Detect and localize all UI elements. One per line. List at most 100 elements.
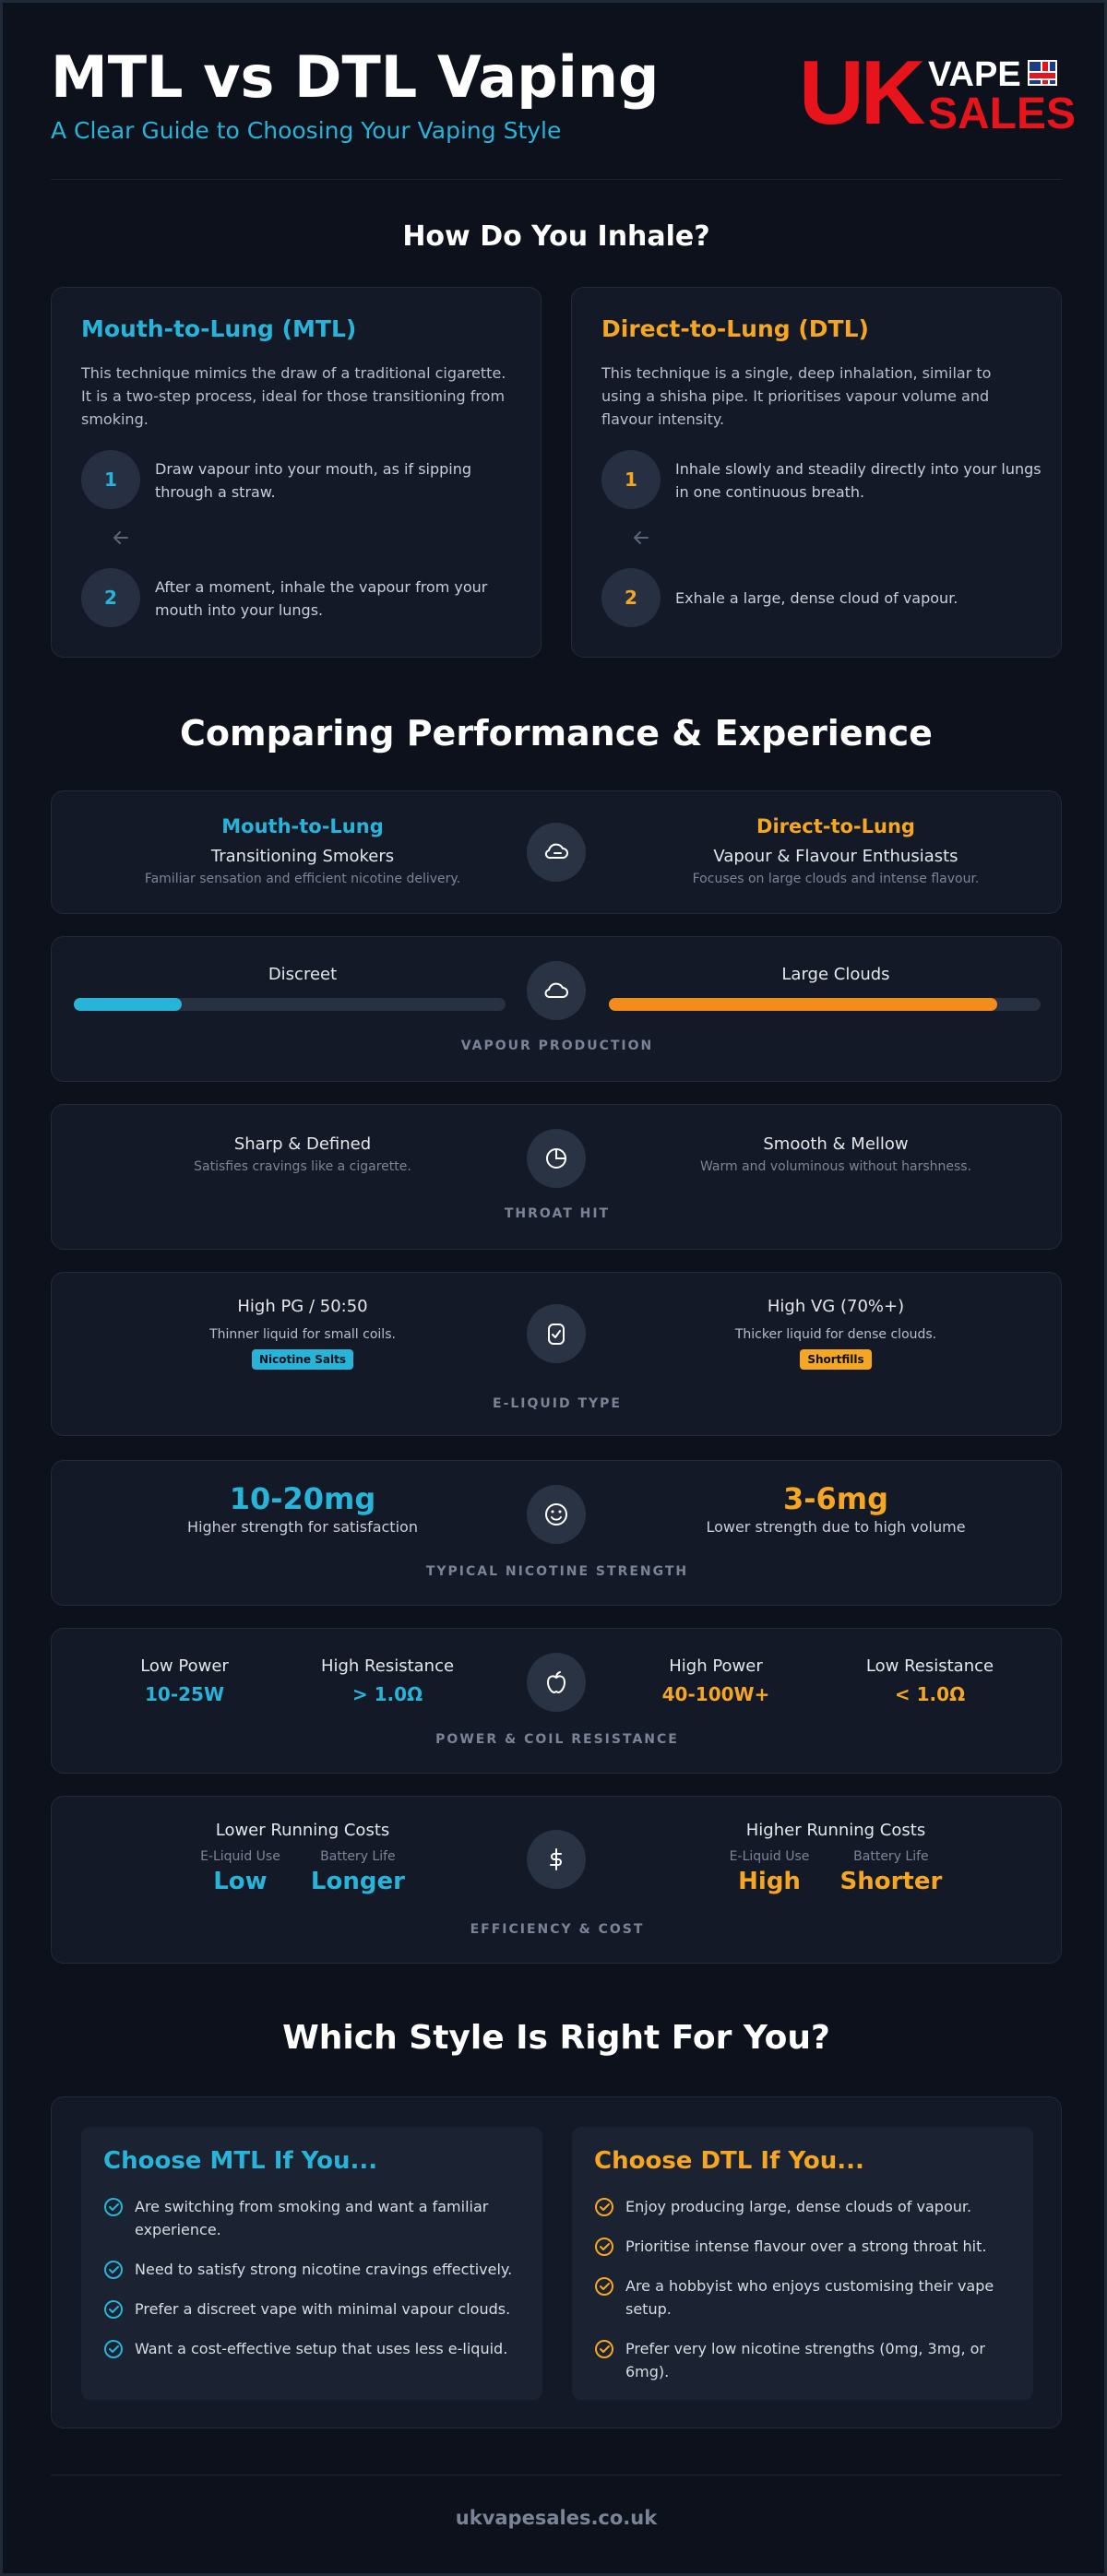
inhale-section-title: How Do You Inhale?: [402, 220, 710, 253]
throat-hit-row: Sharp & Defined Satisfies cravings like …: [51, 1104, 1062, 1250]
choose-mtl-list: Are switching from smoking and want a fa…: [103, 2195, 537, 2377]
dtl-card-title: Direct-to-Lung (DTL): [601, 315, 869, 342]
mtl-vapour-bar: [74, 998, 506, 1011]
throat-label: THROAT HIT: [504, 1206, 611, 1221]
mtl-nicotine-note: Higher strength for satisfaction: [187, 1518, 418, 1536]
power-coil-row: Low Power 10-25W High Resistance > 1.0Ω …: [51, 1628, 1062, 1774]
choose-dtl-title: Choose DTL If You...: [594, 2147, 864, 2175]
dtl-nicotine-value: 3-6mg: [782, 1481, 889, 1516]
logo-vape-text: VAPE: [928, 55, 1021, 94]
mtl-list-item: Need to satisfy strong nicotine cravings…: [103, 2258, 537, 2281]
dtl-list-item: Enjoy producing large, dense clouds of v…: [594, 2195, 1028, 2218]
dtl-list-item-text: Prioritise intense flavour over a strong…: [625, 2238, 987, 2255]
half-cloud-icon: [527, 1129, 586, 1188]
mtl-step-1-text: Draw vapour into your mouth, as if sippi…: [155, 460, 472, 501]
nicotine-strength-row: 10-20mg Higher strength for satisfaction…: [51, 1460, 1062, 1606]
brand-logo[interactable]: UK VAPE SALES: [799, 47, 1076, 137]
comparison-section-title: Comparing Performance & Experience: [180, 713, 933, 754]
mtl-list-item: Want a cost-effective setup that uses le…: [103, 2337, 537, 2360]
mtl-throat-note: Satisfies cravings like a cigarette.: [194, 1159, 411, 1174]
dtl-step-1-text: Inhale slowly and steadily directly into…: [675, 460, 1042, 501]
mtl-cost-main: Lower Running Costs: [215, 1821, 390, 1840]
check-circle-icon: [104, 2340, 123, 2358]
dtl-resistance-value: < 1.0Ω: [894, 1683, 966, 1705]
choose-dtl-list: Enjoy producing large, dense clouds of v…: [594, 2195, 1028, 2400]
check-circle-icon: [595, 2277, 613, 2296]
dollar-icon: [527, 1830, 586, 1889]
apple-icon: [527, 1653, 586, 1712]
bottle-check-icon: [527, 1304, 586, 1363]
dtl-step-2-number: 2: [601, 568, 661, 627]
dtl-step-1-number: 1: [601, 450, 661, 509]
power-label: POWER & COIL RESISTANCE: [435, 1732, 679, 1747]
dtl-list-item: Are a hobbyist who enjoys customising th…: [594, 2274, 1028, 2321]
dtl-list-item: Prefer very low nicotine strengths (0mg,…: [594, 2337, 1028, 2383]
cloud-icon: [527, 961, 586, 1020]
check-circle-icon: [595, 2340, 613, 2358]
mtl-card-description: This technique mimics the draw of a trad…: [81, 364, 506, 428]
mtl-resistance-value: > 1.0Ω: [351, 1683, 423, 1705]
dtl-power-value: 40-100W+: [661, 1683, 770, 1705]
mtl-throat-main: Sharp & Defined: [233, 1134, 372, 1154]
mtl-eliquid-use-label: E-Liquid Use: [200, 1849, 280, 1864]
check-circle-icon: [104, 2300, 123, 2319]
mtl-battery-label: Battery Life: [320, 1849, 396, 1864]
mtl-card-title: Mouth-to-Lung (MTL): [81, 315, 357, 342]
dtl-throat-note: Warm and voluminous without harshness.: [699, 1159, 972, 1174]
mtl-nicotine-value: 10-20mg: [229, 1481, 376, 1516]
audience-row: Mouth-to-Lung Transitioning Smokers Fami…: [51, 790, 1062, 914]
mtl-step-1-number: 1: [81, 450, 140, 509]
arrow-left-icon: [631, 528, 651, 548]
mtl-inhale-card: Mouth-to-Lung (MTL) This technique mimic…: [51, 287, 542, 658]
dtl-list-item: Prioritise intense flavour over a strong…: [594, 2235, 1028, 2258]
dtl-step-2-text: Exhale a large, dense cloud of vapour.: [675, 589, 958, 607]
dtl-nicotine-note: Lower strength due to high volume: [706, 1518, 966, 1536]
dtl-inhale-card: Direct-to-Lung (DTL) This technique is a…: [571, 287, 1062, 658]
mtl-audience-title: Mouth-to-Lung: [221, 815, 384, 837]
mtl-power-value: 10-25W: [144, 1683, 225, 1705]
choose-mtl-title: Choose MTL If You...: [103, 2147, 378, 2175]
logo-sales-text: SALES: [928, 89, 1077, 138]
logo-uk-text: UK: [799, 42, 926, 143]
choose-section-title: Which Style Is Right For You?: [282, 2019, 830, 2057]
nicotine-label: TYPICAL NICOTINE STRENGTH: [425, 1564, 689, 1579]
dtl-eliquid-use-value: High: [738, 1868, 801, 1895]
mtl-power-label: Low Power: [140, 1656, 229, 1676]
eliquid-type-row: High PG / 50:50 Thinner liquid for small…: [51, 1272, 1062, 1436]
dtl-vapour-text: Large Clouds: [781, 965, 890, 984]
mtl-list-item-text: Are switching from smoking and want a fa…: [135, 2198, 489, 2238]
header: MTL vs DTL Vaping A Clear Guide to Choos…: [51, 43, 1076, 180]
dtl-list-item-text: Are a hobbyist who enjoys customising th…: [625, 2277, 994, 2318]
mtl-eliquid-use-value: Low: [213, 1868, 268, 1895]
mtl-resistance-label: High Resistance: [320, 1656, 455, 1676]
check-circle-icon: [104, 2198, 123, 2216]
dtl-audience-note: Focuses on large clouds and intense flav…: [692, 872, 980, 886]
mtl-list-item-text: Prefer a discreet vape with minimal vapo…: [135, 2300, 511, 2318]
dtl-audience-main: Vapour & Flavour Enthusiasts: [713, 847, 958, 866]
vapour-production-row: Discreet Large Clouds VAPOUR PRODUCTION: [51, 936, 1062, 1082]
dtl-list-item-text: Prefer very low nicotine strengths (0mg,…: [625, 2340, 985, 2380]
mtl-eliquid-note: Thinner liquid for small coils.: [209, 1327, 396, 1342]
dtl-battery-label: Battery Life: [853, 1849, 929, 1864]
cloud-exhale-icon: [527, 823, 586, 882]
mtl-list-item-text: Want a cost-effective setup that uses le…: [135, 2340, 508, 2357]
mtl-audience-main: Transitioning Smokers: [210, 847, 395, 866]
choose-dtl-panel: Choose DTL If You... Enjoy producing lar…: [572, 2127, 1033, 2400]
check-circle-icon: [104, 2261, 123, 2279]
mtl-step-2-text: After a moment, inhale the vapour from y…: [155, 578, 488, 619]
page-subtitle: A Clear Guide to Choosing Your Vaping St…: [51, 117, 562, 144]
dtl-battery-value: Shorter: [839, 1868, 943, 1895]
dtl-audience-title: Direct-to-Lung: [756, 815, 915, 837]
dtl-eliquid-main: High VG (70%+): [767, 1297, 905, 1316]
footer-url-link[interactable]: ukvapesales.co.uk: [455, 2507, 658, 2529]
vapour-label: VAPOUR PRODUCTION: [460, 1039, 654, 1053]
mtl-eliquid-main: High PG / 50:50: [237, 1297, 368, 1316]
check-circle-icon: [595, 2238, 613, 2256]
nicotine-salts-tag: Nicotine Salts: [252, 1349, 353, 1370]
check-circle-icon: [595, 2198, 613, 2216]
efficiency-cost-row: Lower Running Costs E-Liquid Use Low Batt…: [51, 1796, 1062, 1964]
footer: ukvapesales.co.uk: [51, 2475, 1062, 2548]
page-title: MTL vs DTL Vaping: [51, 43, 660, 111]
dtl-vapour-bar-fill: [609, 998, 998, 1011]
mtl-list-item: Prefer a discreet vape with minimal vapo…: [103, 2297, 537, 2321]
